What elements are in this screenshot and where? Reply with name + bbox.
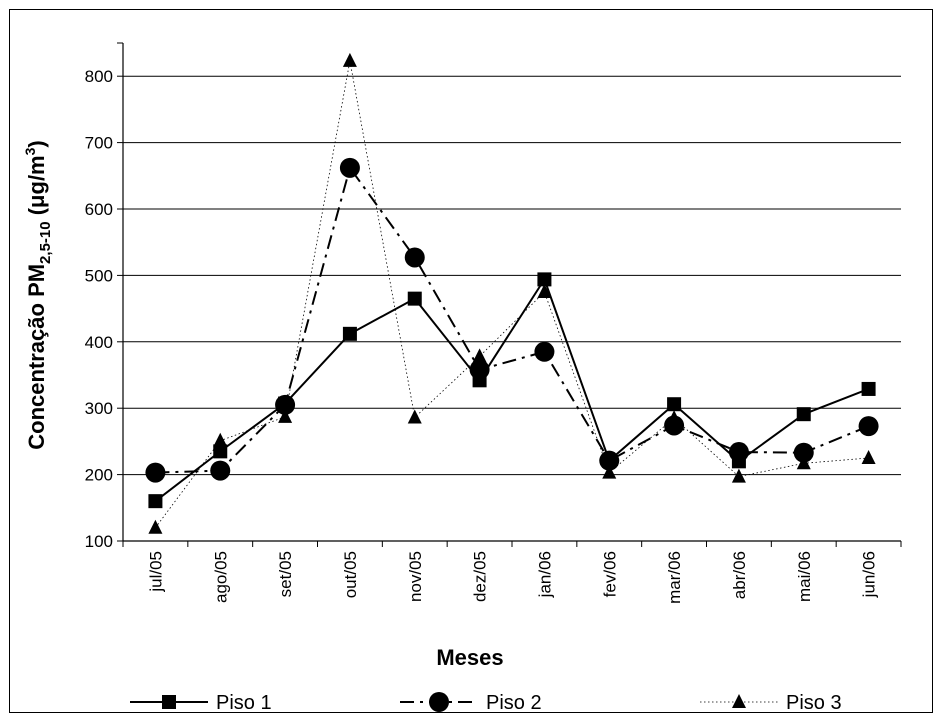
legend-entry: Piso 1: [130, 692, 272, 714]
data-point-triangle: [537, 284, 552, 298]
data-point-square: [861, 381, 876, 396]
legend-entry: Piso 3: [700, 692, 842, 714]
data-point-circle: [793, 442, 814, 463]
data-point-triangle: [472, 348, 487, 363]
y-axis-title-unit-superscript: 3: [22, 147, 38, 155]
data-point-square: [796, 407, 811, 422]
data-point-square: [537, 272, 552, 287]
legend-label: Piso 3: [786, 692, 842, 714]
y-axis-title: Concentração PM2,5-10 (μg/m3): [22, 140, 54, 450]
axes: [117, 42, 902, 547]
data-point-circle: [858, 416, 879, 437]
data-point-circle: [145, 462, 166, 483]
series-line-piso-1: [154, 278, 869, 502]
data-point-triangle: [861, 450, 876, 464]
data-point-square: [472, 373, 487, 388]
data-point-circle: [210, 460, 231, 481]
legend-marker-triangle: [732, 694, 746, 708]
data-point-circle: [534, 341, 555, 362]
x-tick-label: nov/05: [406, 551, 425, 602]
legend-entry: Piso 2: [400, 692, 542, 714]
chart-frame: [9, 9, 933, 713]
data-point-square: [407, 291, 422, 306]
data-point-square: [602, 453, 617, 468]
data-point-square: [213, 444, 228, 459]
data-point-square: [278, 396, 293, 411]
series-line-piso-2: [155, 166, 869, 474]
x-tick-label: out/05: [341, 551, 360, 598]
legend-label: Piso 2: [486, 692, 542, 714]
data-point-triangle: [278, 408, 293, 423]
y-axis-title-unit: (μg/m: [24, 155, 49, 221]
data-point-triangle: [342, 52, 357, 67]
y-axis-title-subscript: 2,5-10: [37, 221, 54, 264]
data-point-triangle: [602, 464, 617, 479]
x-axis-title: Meses: [436, 645, 503, 670]
x-tick-label: jan/06: [535, 551, 554, 598]
x-tick-labels: jul/05 ago/05 set/05 out/05 nov/05 dez/05 jan/…: [146, 551, 878, 604]
y-tick-label: 500: [85, 266, 113, 285]
data-point-square: [667, 397, 682, 412]
y-tick-label: 600: [85, 200, 113, 219]
series-group: [145, 52, 879, 534]
x-tick-label: abr/06: [730, 551, 749, 599]
data-point-square: [731, 454, 746, 469]
x-tick-label: fev/06: [600, 551, 619, 597]
legend-marker-circle: [429, 692, 449, 712]
x-tick-label: mai/06: [795, 551, 814, 602]
data-point-square: [342, 326, 357, 341]
y-tick-label: 400: [85, 333, 113, 352]
y-tick-label: 200: [85, 466, 113, 485]
legend: Piso 1 Piso 2 Piso 3: [130, 692, 842, 714]
legend-marker-square: [162, 695, 176, 709]
y-axis-title-unit-close: ): [24, 140, 49, 147]
series-line-piso-3: [155, 60, 869, 528]
x-tick-label: dez/05: [471, 551, 490, 602]
data-point-triangle: [407, 409, 422, 424]
data-point-circle: [404, 247, 425, 268]
y-tick-label: 100: [85, 532, 113, 551]
x-tick-label: set/05: [276, 551, 295, 597]
x-tick-label: ago/05: [211, 551, 230, 603]
data-point-square: [148, 494, 163, 509]
x-tick-label: jun/06: [860, 551, 879, 598]
y-axis-title-main: Concentração PM: [24, 264, 49, 450]
y-tick-label: 700: [85, 134, 113, 153]
data-point-circle: [339, 157, 360, 178]
y-tick-label: 300: [85, 399, 113, 418]
y-tick-labels: 100 200 300 400 500 600 700 800: [85, 67, 113, 551]
y-tick-label: 800: [85, 67, 113, 86]
data-point-triangle: [148, 519, 163, 534]
data-point-triangle: [731, 468, 746, 483]
x-tick-label: mar/06: [665, 551, 684, 604]
data-point-triangle: [213, 432, 228, 447]
x-tick-label: jul/05: [146, 551, 165, 593]
legend-label: Piso 1: [216, 692, 272, 714]
data-point-circle: [664, 415, 685, 436]
gridlines: [123, 75, 901, 476]
